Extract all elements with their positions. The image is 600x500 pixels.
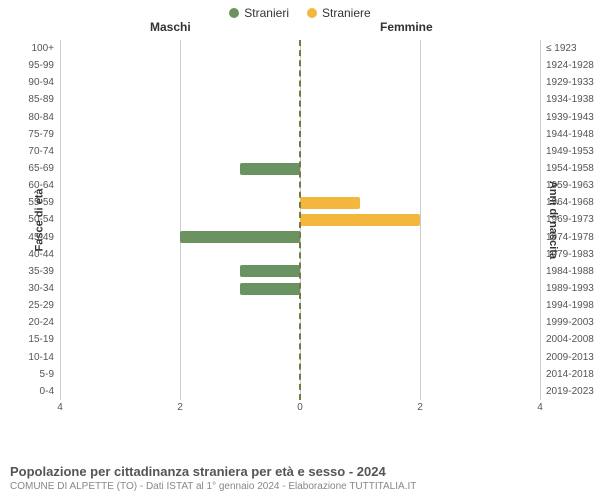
birth-year-label: 1979-1983 bbox=[546, 246, 594, 263]
age-label: 55-59 bbox=[28, 194, 54, 211]
birth-year-label: 1984-1988 bbox=[546, 263, 594, 280]
legend-swatch-female bbox=[307, 8, 317, 18]
birth-year-label: 1964-1968 bbox=[546, 194, 594, 211]
age-label: 70-74 bbox=[28, 143, 54, 160]
x-tick-label: 4 bbox=[57, 402, 63, 413]
age-label: 40-44 bbox=[28, 246, 54, 263]
footer: Popolazione per cittadinanza straniera p… bbox=[10, 464, 590, 492]
legend-swatch-male bbox=[229, 8, 239, 18]
birth-year-label: 1994-1998 bbox=[546, 297, 594, 314]
birth-year-label: 1924-1928 bbox=[546, 57, 594, 74]
x-tick-label: 2 bbox=[417, 402, 423, 413]
chart-container: Stranieri Straniere Maschi Femmine Fasce… bbox=[0, 0, 600, 500]
gridline bbox=[540, 40, 541, 400]
title-female: Femmine bbox=[380, 20, 433, 34]
birth-year-label: 1929-1933 bbox=[546, 74, 594, 91]
legend-item-female: Straniere bbox=[307, 6, 371, 20]
birth-year-label: 1944-1948 bbox=[546, 126, 594, 143]
birth-year-label: 1939-1943 bbox=[546, 109, 594, 126]
birth-year-label: 1974-1978 bbox=[546, 229, 594, 246]
age-label: 75-79 bbox=[28, 126, 54, 143]
legend-item-male: Stranieri bbox=[229, 6, 289, 20]
bar-male bbox=[240, 163, 300, 175]
age-label: 20-24 bbox=[28, 314, 54, 331]
center-line bbox=[299, 40, 301, 400]
legend: Stranieri Straniere bbox=[0, 0, 600, 20]
birth-year-label: 2009-2013 bbox=[546, 349, 594, 366]
age-label: 25-29 bbox=[28, 297, 54, 314]
chart-title: Popolazione per cittadinanza straniera p… bbox=[10, 464, 590, 479]
birth-year-label: 2014-2018 bbox=[546, 366, 594, 383]
x-tick-label: 4 bbox=[537, 402, 543, 413]
bar-female bbox=[300, 197, 360, 209]
bar-male bbox=[180, 231, 300, 243]
age-label: 50-54 bbox=[28, 211, 54, 228]
chart-subtitle: COMUNE DI ALPETTE (TO) - Dati ISTAT al 1… bbox=[10, 481, 590, 492]
age-label: 100+ bbox=[31, 40, 54, 57]
birth-year-label: 1934-1938 bbox=[546, 91, 594, 108]
birth-year-label: 1949-1953 bbox=[546, 143, 594, 160]
age-label: 85-89 bbox=[28, 91, 54, 108]
x-tick-label: 2 bbox=[177, 402, 183, 413]
age-label: 0-4 bbox=[40, 383, 54, 400]
birth-year-label: 1969-1973 bbox=[546, 211, 594, 228]
age-label: 10-14 bbox=[28, 349, 54, 366]
x-tick-label: 0 bbox=[297, 402, 303, 413]
age-label: 60-64 bbox=[28, 177, 54, 194]
bar-male bbox=[240, 283, 300, 295]
age-label: 30-34 bbox=[28, 280, 54, 297]
legend-label-female: Straniere bbox=[322, 6, 371, 20]
bar-female bbox=[300, 214, 420, 226]
plot-area: Fasce di età Anni di nascita 100+≤ 19239… bbox=[60, 40, 540, 422]
age-label: 45-49 bbox=[28, 229, 54, 246]
birth-year-label: 2004-2008 bbox=[546, 331, 594, 348]
bar-male bbox=[240, 265, 300, 277]
age-label: 90-94 bbox=[28, 74, 54, 91]
title-male: Maschi bbox=[150, 20, 191, 34]
birth-year-label: ≤ 1923 bbox=[546, 40, 577, 57]
age-label: 5-9 bbox=[40, 366, 54, 383]
birth-year-label: 1959-1963 bbox=[546, 177, 594, 194]
birth-year-label: 1954-1958 bbox=[546, 160, 594, 177]
age-label: 15-19 bbox=[28, 331, 54, 348]
age-label: 80-84 bbox=[28, 109, 54, 126]
age-label: 95-99 bbox=[28, 57, 54, 74]
birth-year-label: 1999-2003 bbox=[546, 314, 594, 331]
birth-year-label: 2019-2023 bbox=[546, 383, 594, 400]
column-titles: Maschi Femmine bbox=[0, 20, 600, 38]
age-label: 65-69 bbox=[28, 160, 54, 177]
age-label: 35-39 bbox=[28, 263, 54, 280]
birth-year-label: 1989-1993 bbox=[546, 280, 594, 297]
legend-label-male: Stranieri bbox=[244, 6, 289, 20]
